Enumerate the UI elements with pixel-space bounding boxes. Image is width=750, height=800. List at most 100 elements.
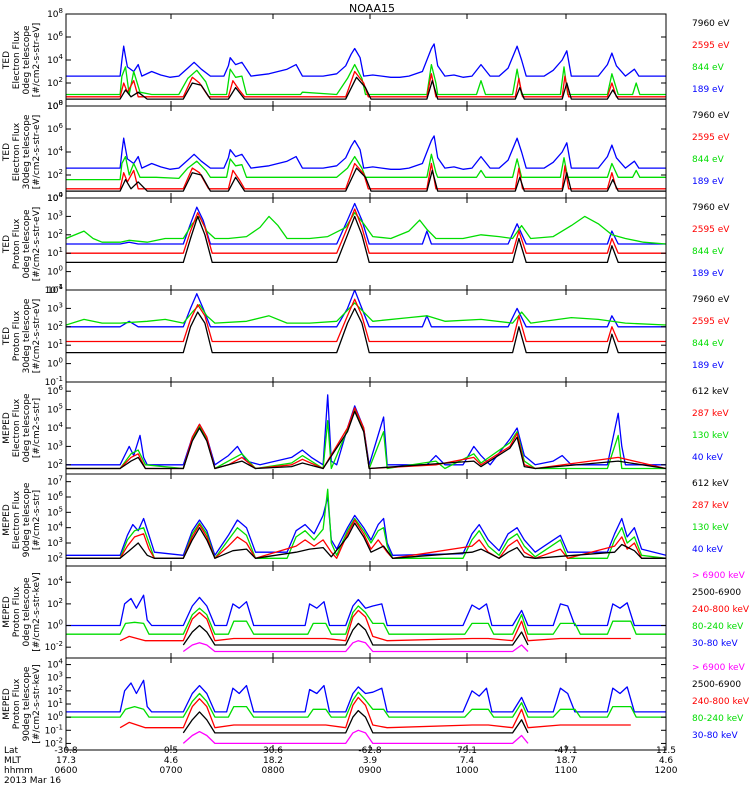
x-row-label: Lat: [4, 746, 19, 756]
x-tick-label: 4.6: [164, 756, 179, 766]
x-tick-label: 1000: [456, 766, 479, 776]
legend-entry: > 6900 keV: [692, 571, 746, 581]
series-line-30-80-kev: [66, 594, 666, 627]
y-tick-label: 102: [47, 458, 63, 471]
legend-entry: 240-800 keV: [692, 605, 750, 615]
y-axis-label-line: MEPED: [2, 504, 12, 536]
x-tick-label: 79.1: [457, 746, 477, 756]
x-tick-label: -30.8: [54, 746, 78, 756]
series-line-2500-6900: [182, 622, 529, 646]
series-line-844-ev: [66, 153, 666, 181]
legend-entry: 844 eV: [692, 247, 725, 257]
series-line-30-80-kev: [66, 679, 666, 713]
y-tick-label: 102: [47, 320, 63, 333]
legend-entry: 240-800 keV: [692, 697, 750, 707]
y-axis-label-line: 90deg telescope: [22, 666, 32, 741]
series-line-612-kev: [66, 410, 666, 470]
series-line-844-ev: [66, 302, 666, 326]
series-line-2595-ev: [66, 70, 666, 98]
y-tick-label: 106: [47, 30, 63, 43]
legend-entry: 612 keV: [692, 387, 729, 397]
y-axis-label-line: Proton Flux: [12, 310, 22, 361]
series-group: [66, 594, 666, 653]
legend-entry: 844 eV: [692, 63, 725, 73]
legend-entry: 189 eV: [692, 361, 725, 371]
series-group: [66, 394, 666, 470]
x-tick-label: 17.3: [56, 756, 76, 766]
legend-entry: 844 eV: [692, 339, 725, 349]
y-axis-label-line: 90deg telescope: [22, 482, 32, 557]
y-tick-label: 103: [47, 439, 63, 452]
y-tick-label: 104: [47, 53, 63, 66]
legend-entry: 130 keV: [692, 523, 729, 533]
legend-entry: 30-80 keV: [692, 731, 738, 741]
x-tick-label: 0900: [359, 766, 382, 776]
legend-entry: 189 eV: [692, 85, 725, 95]
panel-frame: [65, 381, 667, 475]
y-axis-label: MEPED Proton Flux 90deg telescope [#/cm2-s-…: [2, 664, 42, 743]
x-tick-label: 30.6: [263, 746, 283, 756]
x-tick-label: 18.7: [556, 756, 576, 766]
panel-frame: [65, 289, 667, 383]
y-axis-label-line: 0deg telescope: [22, 393, 32, 463]
series-line-130-kev: [66, 488, 666, 559]
y-axis-label-line: Electron Flux: [12, 398, 22, 457]
series-line-189-ev: [66, 43, 666, 78]
y-axis-label-line: Electron Flux: [12, 122, 22, 181]
y-axis-label-line: [#/cm2-s-str-eV]: [32, 207, 42, 282]
y-axis-label-line: [#/cm2-s-str-keV]: [32, 664, 42, 743]
y-tick-label: 104: [47, 145, 63, 158]
x-row-label: hhmm: [4, 766, 33, 776]
series-line-612-kev: [66, 522, 666, 559]
x-tick-label: 0800: [262, 766, 285, 776]
series-group: [66, 202, 666, 264]
y-axis-label-line: TED: [2, 235, 12, 254]
y-axis-label-line: TED: [2, 143, 12, 162]
y-tick-label: 106: [47, 490, 63, 503]
y-tick-label: 106: [47, 122, 63, 135]
legend-entry: 40 keV: [692, 453, 724, 463]
y-axis-label-line: MEPED: [2, 596, 12, 628]
y-tick-label: 10-2: [45, 640, 63, 653]
y-tick-label: 105: [47, 505, 63, 518]
y-tick-label: 100: [47, 265, 63, 278]
legend-entry: 2500-6900: [692, 680, 741, 690]
legend-entry: 40 keV: [692, 545, 724, 555]
panel-frame: [65, 105, 667, 199]
legend-entry: 2595 eV: [692, 317, 730, 327]
y-axis-label-line: 0deg telescope: [22, 577, 32, 647]
y-tick-label: 102: [47, 76, 63, 89]
series-group: [66, 488, 666, 559]
y-axis-label: TED Electron Flux 30deg telescope [#/cm2-s-…: [2, 114, 42, 189]
y-tick-label: 105: [47, 403, 63, 416]
y-tick-label: 100: [47, 619, 63, 632]
x-tick-label: 0700: [160, 766, 183, 776]
legend-entry: 287 keV: [692, 501, 729, 511]
y-tick-label: 104: [47, 191, 63, 204]
x-tick-label: 1200: [655, 766, 678, 776]
panel-frame: [65, 13, 667, 107]
y-axis-label: MEPED Electron Flux 0deg telescope [#/cm2-s…: [2, 393, 42, 463]
y-tick-label: 104: [47, 575, 63, 588]
y-tick-label: 10-1: [45, 723, 63, 736]
y-tick-label: 102: [47, 228, 63, 241]
x-tick-label: 0.5: [164, 746, 178, 756]
x-tick-label: 4.6: [659, 756, 674, 766]
y-axis-label-line: [#/cm2-s-str-eV]: [32, 23, 42, 98]
y-axis-label-line: MEPED: [2, 688, 12, 720]
x-tick-label: 11.5: [656, 746, 676, 756]
legend-entry: 2595 eV: [692, 41, 730, 51]
legend-entry: 130 keV: [692, 431, 729, 441]
y-axis-label-line: Proton Flux: [12, 218, 22, 269]
legend-entry: 7960 eV: [692, 203, 730, 213]
y-tick-label: 103: [47, 301, 63, 314]
y-axis-label: TED Proton Flux 0deg telescope [#/cm2-s-str…: [2, 207, 42, 282]
y-tick-label: 104: [47, 521, 63, 534]
y-axis-label-line: TED: [2, 51, 12, 70]
series-line-189-ev: [66, 290, 666, 328]
